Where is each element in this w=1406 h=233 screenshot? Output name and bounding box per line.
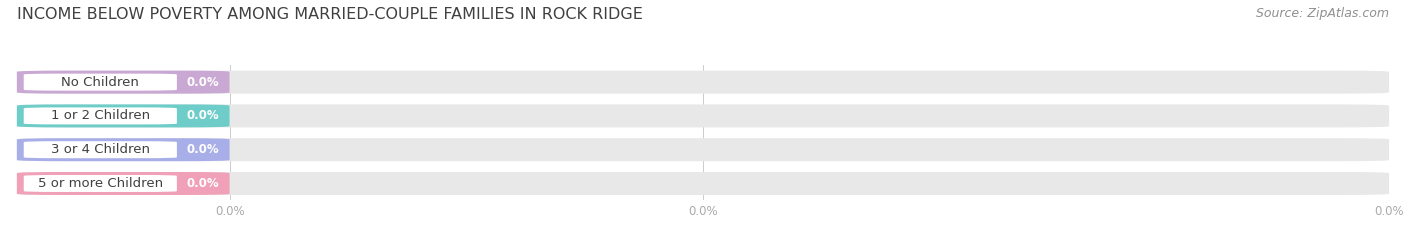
FancyBboxPatch shape	[17, 138, 1389, 161]
Text: 5 or more Children: 5 or more Children	[38, 177, 163, 190]
FancyBboxPatch shape	[24, 141, 177, 158]
Text: INCOME BELOW POVERTY AMONG MARRIED-COUPLE FAMILIES IN ROCK RIDGE: INCOME BELOW POVERTY AMONG MARRIED-COUPL…	[17, 7, 643, 22]
FancyBboxPatch shape	[17, 172, 1389, 195]
Text: No Children: No Children	[62, 76, 139, 89]
Text: 3 or 4 Children: 3 or 4 Children	[51, 143, 150, 156]
FancyBboxPatch shape	[24, 74, 177, 91]
Text: 0.0%: 0.0%	[187, 76, 219, 89]
FancyBboxPatch shape	[17, 138, 229, 161]
FancyBboxPatch shape	[17, 172, 229, 195]
FancyBboxPatch shape	[17, 71, 1389, 94]
Text: 0.0%: 0.0%	[187, 110, 219, 122]
FancyBboxPatch shape	[17, 104, 229, 127]
FancyBboxPatch shape	[17, 104, 1389, 127]
Text: Source: ZipAtlas.com: Source: ZipAtlas.com	[1256, 7, 1389, 20]
Text: 1 or 2 Children: 1 or 2 Children	[51, 110, 150, 122]
Text: 0.0%: 0.0%	[187, 177, 219, 190]
FancyBboxPatch shape	[17, 71, 229, 94]
FancyBboxPatch shape	[24, 175, 177, 192]
FancyBboxPatch shape	[24, 107, 177, 124]
Text: 0.0%: 0.0%	[187, 143, 219, 156]
